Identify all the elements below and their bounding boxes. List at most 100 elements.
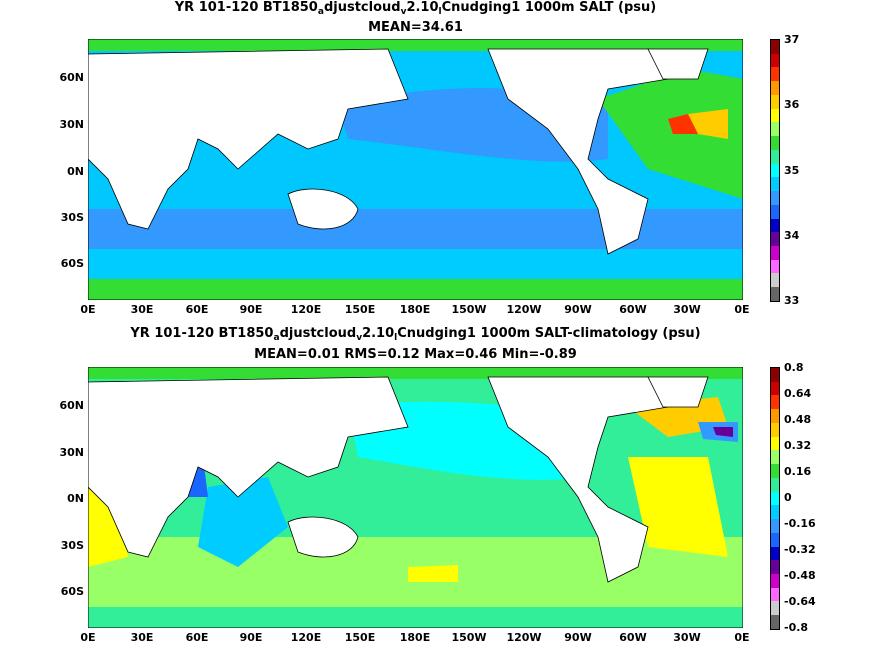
bottom-lon-label: 60E [185,631,209,644]
colorbar-swatch [771,218,779,233]
colorbar-swatch [771,450,779,465]
bottom-colorbar-label: -0.48 [784,569,816,582]
bottom-map [88,367,743,628]
top-lon-label: 60W [619,303,647,316]
bottom-lon-label: 90E [239,631,263,644]
top-southern-band [88,209,743,249]
bottom-lon-label: 150E [344,631,376,644]
top-colorbar-label: 33 [784,294,800,307]
colorbar-swatch [771,40,779,54]
top-land-eurasia-africa [88,48,409,230]
colorbar-swatch [771,560,779,575]
bottom-colorbar-label: 0 [784,491,792,504]
colorbar-swatch [771,519,779,533]
bottom-land-eurasia-africa [88,376,409,558]
bottom-lat-label: 30S [60,539,84,552]
colorbar-swatch [771,163,779,178]
top-lon-label: 30E [130,303,154,316]
bottom-lat-label: 30N [59,446,84,459]
top-atlantic-salty [688,109,728,139]
top-colorbar-label: 37 [784,33,800,46]
bottom-title: YR 101-120 BT1850adjustcloudv2.10lCnudgi… [130,326,701,343]
colorbar-swatch [771,574,779,588]
bottom-lon-label: 120W [506,631,542,644]
top-lat-label: 30N [59,118,84,131]
top-southern-band-2 [88,249,743,279]
colorbar-swatch [771,81,779,95]
top-lon-label: 30W [673,303,701,316]
bottom-lon-label: 180E [399,631,431,644]
colorbar-swatch [771,204,779,219]
colorbar-swatch [771,122,779,137]
top-map [88,39,743,300]
top-colorbar-label: 35 [784,164,800,177]
colorbar-swatch [771,409,779,423]
bottom-colorbar-label: 0.32 [784,439,812,452]
colorbar-swatch [771,587,779,602]
bottom-lon-label: 30W [673,631,701,644]
top-lon-label: 120E [290,303,322,316]
bottom-arctic [88,367,743,379]
colorbar-swatch [771,601,779,616]
top-lat-label: 60N [59,71,84,84]
bottom-land-australia [287,516,359,558]
colorbar-swatch [771,53,779,68]
colorbar-swatch [771,232,779,247]
colorbar-swatch [771,546,779,561]
bottom-lon-label: 0E [80,631,96,644]
colorbar-swatch [771,491,779,506]
bottom-colorbar-label: -0.32 [784,543,816,556]
colorbar-swatch [771,615,779,629]
top-lon-label: 0E [734,303,750,316]
top-lat-label: 60S [60,257,84,270]
colorbar-swatch [771,395,779,410]
top-colorbar-label: 34 [784,229,800,242]
colorbar-swatch [771,259,779,274]
colorbar-swatch [771,532,779,547]
top-colorbar [770,39,780,302]
top-land-greenland [647,48,709,80]
top-atlantic-max [668,114,698,134]
bottom-lat-label: 60S [60,585,84,598]
top-lon-label: 60E [185,303,209,316]
colorbar-swatch [771,67,779,82]
colorbar-swatch [771,464,779,478]
bottom-lon-label: 90W [564,631,592,644]
bottom-land-americas [487,376,669,583]
bottom-atlantic-warm [628,457,728,557]
colorbar-swatch [771,149,779,164]
bottom-lon-label: 120E [290,631,322,644]
bottom-lon-label: 30E [130,631,154,644]
colorbar-swatch [771,422,779,437]
bottom-min [713,427,733,437]
bottom-colorbar-label: 0.48 [784,413,812,426]
top-land-americas [487,48,669,255]
top-colorbar-label: 36 [784,98,800,111]
top-lon-label: 90E [239,303,263,316]
top-title: YR 101-120 BT1850adjustcloudv2.10lCnudgi… [174,0,657,17]
colorbar-swatch [771,108,779,123]
bottom-lat-label: 0N [67,492,84,505]
colorbar-swatch [771,191,779,205]
top-atlantic [598,69,743,199]
top-lon-label: 0E [80,303,96,316]
top-lat-label: 0N [67,165,84,178]
top-antarctic-band [88,279,743,300]
top-land-australia [287,188,359,230]
bottom-lon-label: 150W [451,631,487,644]
top-subtitle: MEAN=34.61 [368,20,463,35]
bottom-colorbar-label: -0.64 [784,595,816,608]
bottom-indian [198,477,288,567]
bottom-colorbar-label: 0.64 [784,387,812,400]
colorbar-swatch [771,177,779,192]
bottom-colorbar-label: 0.16 [784,465,812,478]
bottom-colorbar-label: 0.8 [784,361,804,374]
top-arctic [88,39,743,51]
colorbar-swatch [771,287,779,301]
bottom-colorbar [770,367,780,630]
top-lon-label: 150W [451,303,487,316]
bottom-subtitle: MEAN=0.01 RMS=0.12 Max=0.46 Min=-0.89 [254,347,577,362]
colorbar-swatch [771,136,779,150]
colorbar-swatch [771,273,779,288]
top-lon-label: 180E [399,303,431,316]
